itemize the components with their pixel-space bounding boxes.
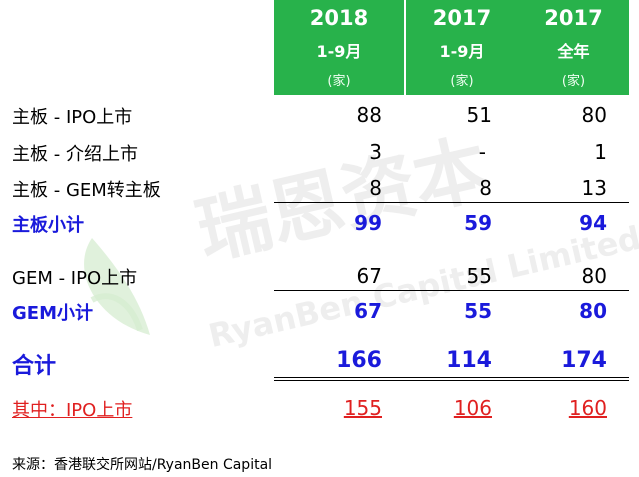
cell-value: 3 (369, 140, 382, 164)
header-period: 1-9月 (439, 42, 485, 61)
header-unit: (家) (561, 74, 586, 89)
header-col-2017-full: 2017 全年 (家) (518, 0, 629, 95)
header-year: 2017 (544, 6, 603, 30)
header-year: 2017 (432, 6, 492, 30)
divider (274, 202, 629, 203)
cell-value: 94 (579, 211, 607, 235)
cell-value: - (478, 140, 486, 164)
cell-value: 106 (453, 396, 492, 420)
cell-value: 51 (466, 103, 492, 127)
cell-value: 174 (561, 348, 607, 373)
header-unit: (家) (327, 74, 351, 89)
header-period: 1-9月 (316, 42, 362, 61)
cell-value: 55 (466, 264, 492, 288)
row-label-gem-subtotal: GEM小计 (12, 303, 93, 324)
row-label-gem-ipo: GEM - IPO上市 (12, 268, 138, 289)
cell-value: 55 (464, 299, 492, 323)
row-label-main-gem-transfer: 主板 - GEM转主板 (12, 180, 161, 201)
row-label-total: 合计 (12, 354, 57, 379)
header-period: 全年 (557, 42, 590, 61)
header-group-2017: 2017 1-9月 (家) 2017 全年 (家) (406, 0, 629, 95)
cell-value: 88 (356, 103, 382, 127)
cell-value: 67 (354, 299, 382, 323)
cell-value: 80 (581, 103, 607, 127)
cell-value: 13 (581, 176, 607, 200)
cell-value: 114 (446, 348, 492, 373)
total-divider (274, 377, 629, 381)
header-unit: (家) (450, 74, 474, 89)
row-label-of-which-ipo: 其中：IPO上市 (12, 400, 133, 421)
header-col-2017-sep: 2017 1-9月 (家) (406, 0, 518, 95)
cell-value: 59 (464, 211, 492, 235)
cell-value: 166 (336, 348, 382, 373)
cell-value: 8 (479, 176, 492, 200)
cell-value: 80 (579, 299, 607, 323)
header-year: 2018 (309, 6, 369, 30)
row-label-main-subtotal: 主板小计 (12, 215, 84, 236)
row-label-main-intro: 主板 - 介绍上市 (12, 144, 138, 165)
cell-value: 160 (568, 396, 607, 420)
cell-value: 80 (581, 264, 607, 288)
cell-value: 1 (594, 140, 607, 164)
cell-value: 8 (369, 176, 382, 200)
cell-value: 99 (354, 211, 382, 235)
row-label-main-ipo: 主板 - IPO上市 (12, 107, 133, 128)
cell-value: 67 (356, 264, 382, 288)
header-col-2018-sep: 2018 1-9月 (家) (274, 0, 404, 95)
source-note: 来源：香港联交所网站/RyanBen Capital (12, 457, 273, 473)
cell-value: 155 (343, 396, 382, 420)
divider (274, 290, 629, 291)
